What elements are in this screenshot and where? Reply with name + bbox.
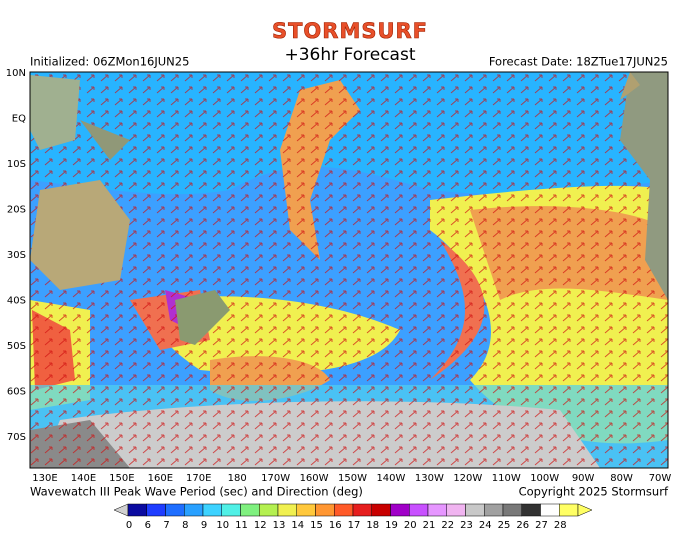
lat-label: 40S — [7, 296, 26, 307]
brand: STORMSURF — [272, 19, 428, 43]
colorbar-swatch — [127, 503, 147, 517]
colorbar-swatch — [296, 503, 316, 517]
lon-label: 80W — [610, 473, 633, 484]
colorbar-tick-label: 13 — [273, 520, 286, 531]
colorbar-left-end — [113, 503, 129, 517]
colorbar-tick-label: 25 — [498, 520, 511, 531]
lat-label: EQ — [12, 114, 26, 125]
lat-label: 10N — [6, 68, 26, 79]
lon-label: 170W — [261, 473, 290, 484]
lat-label: 30S — [7, 250, 26, 261]
colorbar-swatch — [334, 503, 354, 517]
lon-label: 140E — [71, 473, 96, 484]
lat-label: 70S — [7, 432, 26, 443]
colorbar-swatch — [540, 503, 560, 517]
copyright: Copyright 2025 Stormsurf — [519, 485, 669, 499]
colorbar-tick-label: 22 — [441, 520, 454, 531]
colorbar-tick-label: 18 — [366, 520, 379, 531]
colorbar-tick-label: 17 — [348, 520, 361, 531]
colorbar-swatch — [259, 503, 279, 517]
lon-label: 90W — [572, 473, 595, 484]
colorbar-tick-label: 26 — [516, 520, 529, 531]
lat-label: 20S — [7, 205, 26, 216]
colorbar-tick-label: 8 — [182, 520, 188, 531]
colorbar-tick-label: 14 — [291, 520, 304, 531]
colorbar-swatch — [165, 503, 185, 517]
colorbar-tick-label: 7 — [163, 520, 169, 531]
colorbar-tick-label: 12 — [254, 520, 267, 531]
lon-label: 140W — [376, 473, 405, 484]
colorbar-tick-label: 0 — [126, 520, 132, 531]
colorbar-tick-label: 19 — [385, 520, 398, 531]
initialized: Initialized: 06ZMon16JUN25 — [30, 55, 189, 69]
lat-label: 50S — [7, 341, 26, 352]
colorbar-swatch — [427, 503, 447, 517]
lon-label: 170E — [186, 473, 211, 484]
colorbar-right-end — [577, 503, 593, 517]
lon-label: 130W — [415, 473, 444, 484]
colorbar-swatch — [277, 503, 297, 517]
colorbar-swatch — [521, 503, 541, 517]
colorbar-swatch — [146, 503, 166, 517]
colorbar-tick-label: 11 — [235, 520, 248, 531]
lon-label: 130E — [32, 473, 57, 484]
colorbar-swatch — [371, 503, 391, 517]
map-frame — [29, 71, 669, 469]
lat-label: 10S — [7, 159, 26, 170]
lon-label: 70W — [649, 473, 672, 484]
colorbar-tick-label: 6 — [145, 520, 151, 531]
colorbar-swatch — [502, 503, 522, 517]
title: +36hr Forecast — [285, 45, 416, 65]
lon-label: 110W — [492, 473, 521, 484]
colorbar-swatch — [465, 503, 485, 517]
colorbar-tick-label: 20 — [404, 520, 417, 531]
colorbar-tick-label: 24 — [479, 520, 492, 531]
map — [30, 72, 668, 468]
colorbar-tick-label: 15 — [310, 520, 323, 531]
colorbar-swatch — [221, 503, 241, 517]
colorbar-swatch — [409, 503, 429, 517]
colorbar-swatch — [390, 503, 410, 517]
forecast-date: Forecast Date: 18ZTue17JUN25 — [489, 55, 668, 69]
lat-label: 60S — [7, 387, 26, 398]
lon-label: 150W — [338, 473, 367, 484]
lon-label: 100W — [530, 473, 559, 484]
colorbar-tick-label: 9 — [201, 520, 207, 531]
lon-label: 150E — [109, 473, 134, 484]
colorbar-swatch — [559, 503, 579, 517]
colorbar-tick-label: 28 — [554, 520, 567, 531]
colorbar-swatch — [352, 503, 372, 517]
colorbar-tick-label: 10 — [216, 520, 229, 531]
colorbar-swatch — [184, 503, 204, 517]
colorbar-tick-label: 27 — [535, 520, 548, 531]
lon-label: 160W — [300, 473, 329, 484]
colorbar-swatch — [202, 503, 222, 517]
lon-label: 120W — [453, 473, 482, 484]
caption: Wavewatch III Peak Wave Period (sec) and… — [30, 485, 363, 499]
colorbar-tick-label: 23 — [460, 520, 473, 531]
lon-label: 180 — [228, 473, 247, 484]
lon-label: 160E — [148, 473, 173, 484]
colorbar-tick-label: 21 — [423, 520, 436, 531]
colorbar-tick-label: 16 — [329, 520, 342, 531]
colorbar-swatch — [484, 503, 504, 517]
colorbar: 0 6 7 8 9 10 11 12 13 14 15 16 17 18 19 20 21 22 23 24 25 26 2… — [113, 503, 593, 531]
colorbar-swatch — [240, 503, 260, 517]
colorbar-swatch — [315, 503, 335, 517]
colorbar-swatch — [446, 503, 466, 517]
